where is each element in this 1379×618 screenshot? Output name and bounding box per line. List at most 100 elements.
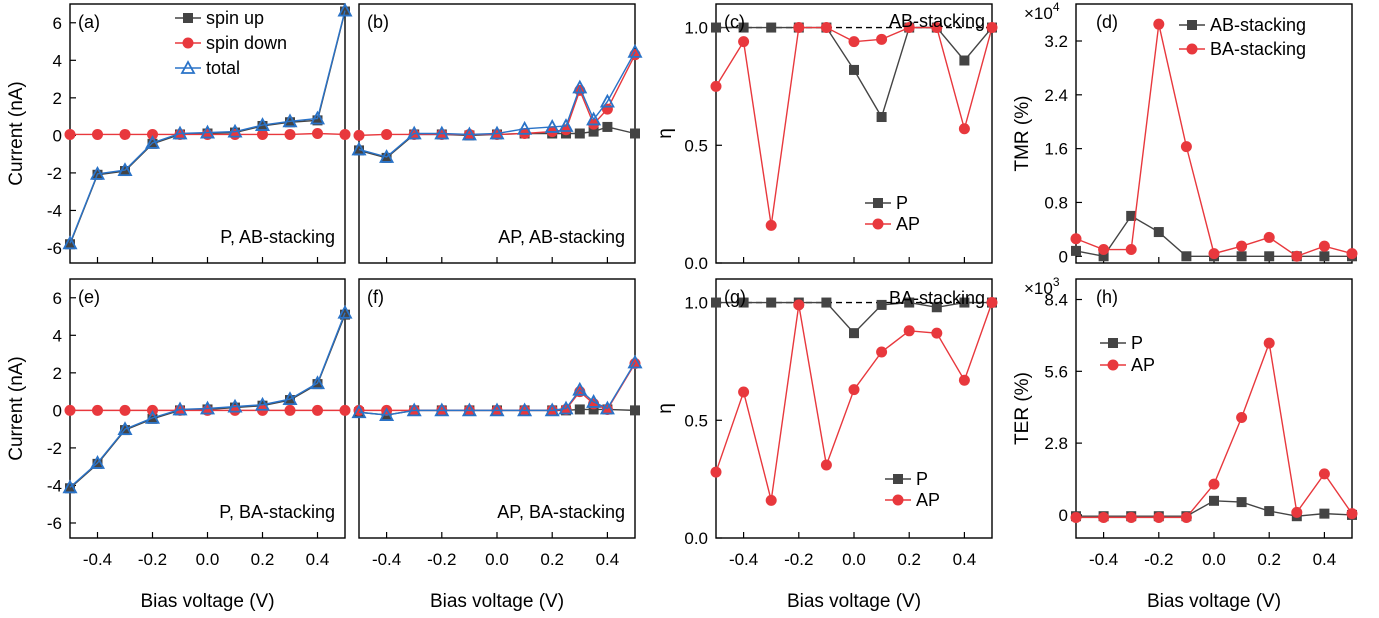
data-point [284, 128, 296, 140]
x-tick-label: -0.4 [1089, 550, 1118, 569]
x-tick-label: -0.4 [83, 550, 112, 569]
y-tick-label: 2 [53, 89, 62, 108]
x-tick-label: 0.2 [1257, 550, 1281, 569]
panel-annotation: P, AB-stacking [220, 227, 335, 247]
data-point [434, 402, 450, 417]
data-point [599, 93, 615, 108]
x-tick-label: 0.4 [306, 550, 330, 569]
data-point [1153, 18, 1165, 30]
data-point [588, 404, 599, 415]
y-tick-label: 1.0 [684, 19, 708, 38]
data-point [1098, 511, 1110, 523]
y-tick-label: 0.0 [684, 254, 708, 273]
series-line [358, 362, 636, 416]
data-point [738, 22, 749, 33]
data-point [1098, 244, 1110, 256]
series-line [1076, 340, 1353, 519]
y-tick-label: 4 [53, 326, 62, 345]
data-point [92, 404, 103, 416]
data-point [353, 129, 365, 141]
data-point [227, 123, 243, 138]
data-point [1070, 233, 1082, 245]
data-point [572, 79, 588, 94]
data-point [147, 128, 158, 140]
y-tick-label: 1.0 [684, 294, 708, 313]
y-axis-label: Current (nA) [6, 81, 27, 186]
y-tick-label: 0 [1059, 506, 1068, 525]
data-point [1263, 231, 1275, 243]
data-point [572, 381, 588, 396]
panel-annotation: AB-stacking [889, 11, 985, 31]
series-line [69, 312, 346, 488]
data-point [461, 126, 477, 141]
data-point [876, 33, 888, 45]
legend-label: P [1131, 333, 1143, 353]
data-point [119, 128, 131, 140]
data-point [586, 111, 602, 126]
data-point [1264, 506, 1275, 517]
x-tick-label: -0.4 [372, 550, 401, 569]
legend-label: AB-stacking [1210, 15, 1306, 35]
data-point [876, 299, 887, 310]
data-point [229, 404, 241, 416]
data-point [848, 384, 860, 396]
panel-label: (d) [1096, 12, 1118, 32]
y-axis-label: TER (%) [1012, 372, 1033, 445]
panel-label: (h) [1096, 287, 1118, 307]
y-axis-label: η [655, 128, 676, 139]
data-point [959, 55, 970, 66]
y-tick-label: -6 [47, 514, 62, 533]
legend-label: P [916, 469, 928, 489]
panel-annotation: BA-stacking [889, 288, 985, 308]
y-tick-label: -4 [47, 201, 62, 220]
x-tick-label: -0.2 [138, 550, 167, 569]
panel-label: (f) [367, 287, 384, 307]
data-point [903, 325, 915, 337]
data-point [489, 125, 505, 140]
y-tick-label: 5.6 [1044, 362, 1068, 381]
data-point [627, 354, 643, 369]
series-total [62, 304, 353, 494]
data-point [738, 386, 750, 398]
y-tick-label: 0 [53, 401, 62, 420]
data-point [711, 22, 721, 33]
data-point [62, 479, 78, 494]
y-tick-label: -4 [47, 476, 62, 495]
legend: AB-stacking BA-stacking [1179, 15, 1306, 59]
data-point [1208, 478, 1220, 490]
series-ap [710, 297, 998, 506]
data-point [339, 404, 351, 416]
data-point [931, 302, 942, 313]
chart-panel-g: -0.4 -0.2 0.0 0.2 0.4 0.0 0.5 1.0 Bias voltage (… [655, 278, 998, 612]
data-point [119, 404, 131, 416]
data-point [1236, 497, 1247, 508]
data-point [599, 400, 615, 415]
data-point [117, 162, 133, 176]
y-tick-label: 8.4 [1044, 291, 1068, 310]
data-point [738, 36, 750, 48]
panel-annotation: P, BA-stacking [219, 502, 335, 522]
legend-label: BA-stacking [1210, 39, 1306, 59]
data-point [461, 402, 477, 417]
series-ap [1070, 337, 1358, 523]
series-total [351, 43, 643, 163]
data-point [312, 128, 323, 139]
data-point [434, 125, 450, 140]
data-point [406, 125, 422, 140]
series-ap [710, 22, 998, 231]
x-tick-label: 0.4 [596, 550, 620, 569]
y-tick-label: -2 [47, 439, 62, 458]
data-point [1319, 251, 1330, 262]
legend-label: AP [1131, 355, 1155, 375]
data-point [630, 405, 640, 416]
data-point [64, 128, 76, 140]
panel-annotation: AP, AB-stacking [498, 227, 625, 247]
data-point [1236, 240, 1248, 252]
y-axis-label: TMR (%) [1012, 96, 1033, 172]
legend-label: spin up [206, 8, 264, 28]
legend-marker [892, 494, 904, 506]
data-point [1180, 141, 1192, 153]
x-axis-label: Bias voltage (V) [1147, 591, 1281, 612]
legend-marker [1108, 338, 1118, 348]
